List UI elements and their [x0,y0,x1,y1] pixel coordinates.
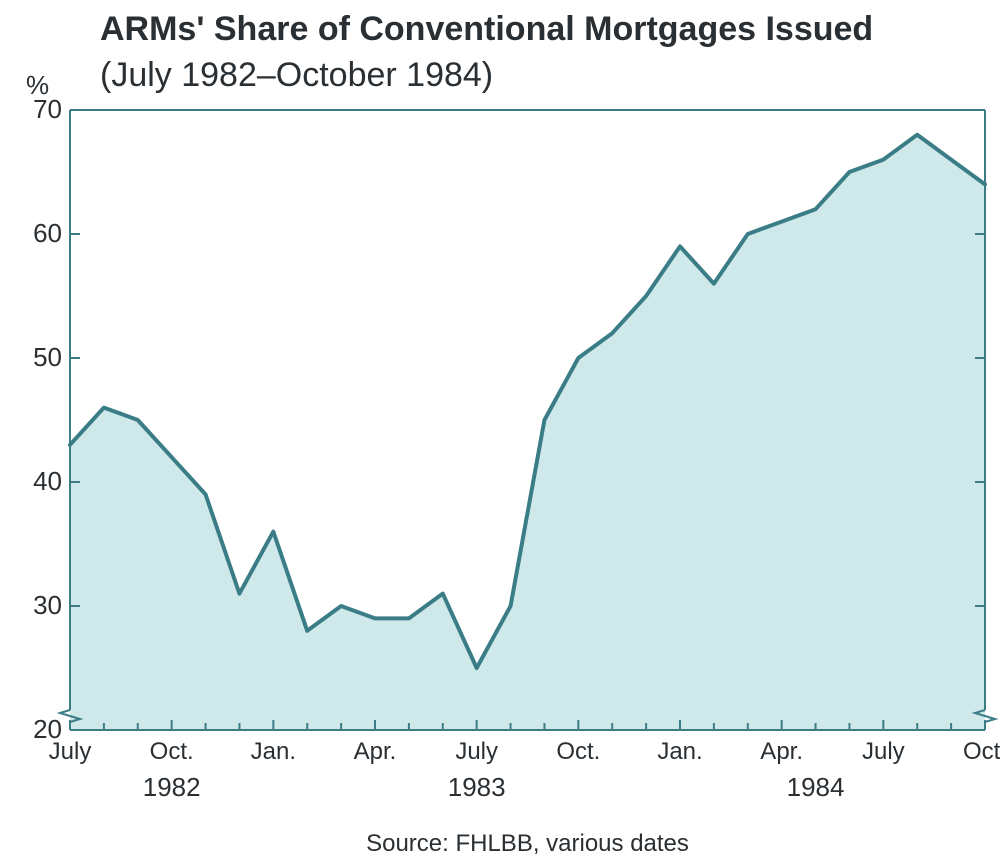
x-month-label: Oct. [963,738,1000,766]
x-month-label: Jan. [657,738,702,766]
y-tick-label: 30 [22,590,62,621]
y-tick-label: 40 [22,466,62,497]
y-tick-label: 60 [22,218,62,249]
x-year-label: 1984 [787,772,845,803]
x-month-label: Jan. [251,738,296,766]
x-month-label: Apr. [354,738,397,766]
x-month-label: Oct. [556,738,600,766]
x-month-label: Apr. [760,738,803,766]
x-year-label: 1983 [448,772,506,803]
area-fill [70,135,985,730]
y-tick-label: 70 [22,94,62,125]
chart-container: ARMs' Share of Conventional Mortgages Is… [0,0,1000,868]
x-month-label: Oct. [150,738,194,766]
x-month-label: July [49,738,92,766]
x-month-label: July [455,738,498,766]
x-month-label: July [862,738,905,766]
x-year-label: 1982 [143,772,201,803]
source-label: Source: FHLBB, various dates [366,830,689,858]
y-tick-label: 50 [22,342,62,373]
